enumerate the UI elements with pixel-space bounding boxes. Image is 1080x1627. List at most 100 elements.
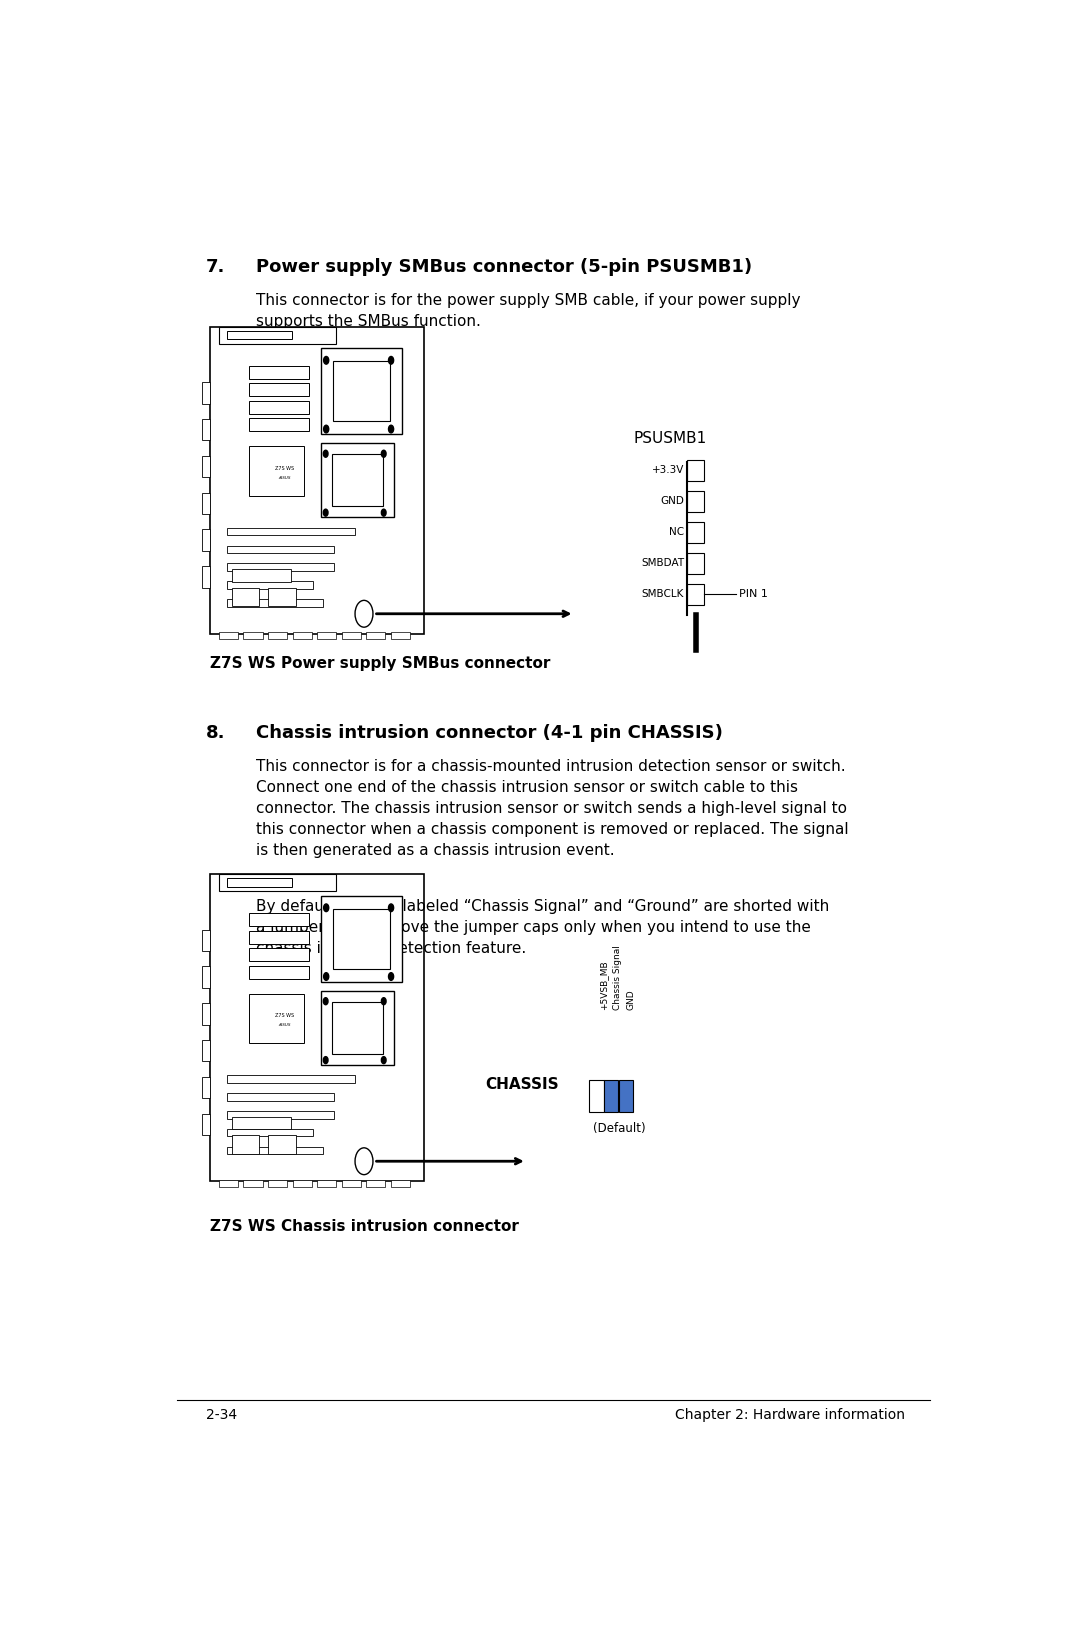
Bar	[619, 1080, 633, 1113]
Text: Z7S WS: Z7S WS	[275, 465, 295, 470]
Circle shape	[389, 973, 393, 981]
Text: +3.3V: +3.3V	[651, 465, 684, 475]
Bar	[318, 1180, 336, 1186]
Bar	[391, 1180, 410, 1186]
Bar	[366, 633, 386, 639]
Text: By default, the pin labeled “Chassis Signal” and “Ground” are shorted with
a jum: By default, the pin labeled “Chassis Sig…	[256, 900, 829, 957]
Circle shape	[355, 600, 373, 626]
Bar	[248, 418, 309, 431]
Bar	[333, 1002, 383, 1054]
Bar	[219, 1180, 238, 1186]
Bar	[688, 522, 704, 543]
Bar	[232, 1136, 259, 1154]
Bar	[202, 529, 211, 552]
Text: PIN 1: PIN 1	[740, 589, 768, 599]
Bar	[232, 569, 292, 581]
Circle shape	[323, 997, 328, 1005]
Bar	[202, 418, 211, 441]
Bar	[268, 587, 296, 607]
Bar	[202, 966, 211, 988]
Circle shape	[355, 1147, 373, 1175]
Bar	[211, 874, 423, 1181]
Bar	[228, 527, 355, 535]
Text: Chassis Signal: Chassis Signal	[612, 945, 622, 1009]
Bar	[322, 896, 403, 981]
Text: Chapter 2: Hardware information: Chapter 2: Hardware information	[675, 1407, 905, 1422]
Bar	[202, 1113, 211, 1136]
Text: GND: GND	[660, 496, 684, 506]
Circle shape	[323, 451, 328, 457]
Bar	[248, 966, 309, 978]
Bar	[248, 994, 305, 1043]
Bar	[248, 400, 309, 413]
Text: /ASUS: /ASUS	[279, 1023, 292, 1027]
Bar	[322, 444, 394, 517]
Text: Z7S WS Power supply SMBus connector: Z7S WS Power supply SMBus connector	[211, 656, 551, 672]
Bar	[248, 446, 305, 496]
Bar	[589, 1080, 604, 1113]
Bar	[228, 545, 334, 553]
Circle shape	[323, 509, 328, 516]
Bar	[248, 949, 309, 962]
Bar	[219, 327, 336, 343]
Bar	[341, 633, 361, 639]
Bar	[202, 382, 211, 403]
Bar	[232, 587, 259, 607]
Bar	[228, 1111, 334, 1119]
Bar	[202, 1004, 211, 1025]
Circle shape	[381, 451, 386, 457]
Text: Z7S WS Chassis intrusion connector: Z7S WS Chassis intrusion connector	[211, 1219, 519, 1233]
Circle shape	[324, 905, 328, 911]
Text: 2-34: 2-34	[206, 1407, 238, 1422]
Text: 7.: 7.	[206, 259, 226, 277]
Text: This connector is for the power supply SMB cable, if your power supply
supports : This connector is for the power supply S…	[256, 293, 801, 329]
Text: This connector is for a chassis-mounted intrusion detection sensor or switch.
Co: This connector is for a chassis-mounted …	[256, 758, 849, 857]
Bar	[293, 1180, 312, 1186]
Bar	[268, 1136, 296, 1154]
Bar	[333, 454, 383, 506]
Bar	[322, 991, 394, 1064]
Text: PSUSMB1: PSUSMB1	[633, 431, 706, 446]
Bar	[211, 327, 423, 635]
Bar	[202, 1077, 211, 1098]
Circle shape	[324, 973, 328, 981]
Circle shape	[389, 905, 393, 911]
Text: SMBCLK: SMBCLK	[642, 589, 684, 599]
Circle shape	[389, 356, 393, 364]
Bar	[334, 908, 390, 968]
Circle shape	[323, 1056, 328, 1064]
Bar	[341, 1180, 361, 1186]
Bar	[268, 1180, 287, 1186]
Text: GND: GND	[626, 989, 635, 1009]
Bar	[228, 1129, 313, 1136]
Circle shape	[381, 997, 386, 1005]
Bar	[322, 348, 403, 434]
Bar	[243, 633, 262, 639]
Bar	[202, 493, 211, 514]
Text: Z7S WS: Z7S WS	[275, 1014, 295, 1019]
Bar	[228, 330, 292, 340]
Bar	[232, 1116, 292, 1129]
Text: /ASUS: /ASUS	[279, 475, 292, 480]
Bar	[228, 879, 292, 887]
Bar	[366, 1180, 386, 1186]
Bar	[202, 929, 211, 952]
Circle shape	[381, 1056, 386, 1064]
Bar	[202, 456, 211, 477]
Text: CHASSIS: CHASSIS	[485, 1077, 558, 1092]
Bar	[228, 563, 334, 571]
Bar	[293, 633, 312, 639]
Bar	[391, 633, 410, 639]
Bar	[228, 1147, 323, 1154]
Text: Power supply SMBus connector (5-pin PSUSMB1): Power supply SMBus connector (5-pin PSUS…	[256, 259, 753, 277]
Circle shape	[324, 425, 328, 433]
Circle shape	[389, 425, 393, 433]
Text: NC: NC	[669, 527, 684, 537]
Bar	[219, 633, 238, 639]
Bar	[268, 633, 287, 639]
Bar	[228, 599, 323, 607]
Circle shape	[381, 509, 386, 516]
Bar	[688, 553, 704, 574]
Bar	[604, 1080, 618, 1113]
Bar	[248, 384, 309, 395]
